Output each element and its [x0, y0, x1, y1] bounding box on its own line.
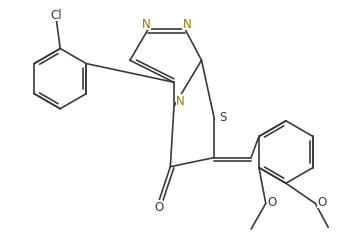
Text: N: N [176, 95, 185, 108]
Text: O: O [317, 195, 327, 208]
Text: N: N [182, 18, 191, 31]
Text: O: O [154, 200, 163, 213]
Text: Cl: Cl [51, 9, 62, 22]
Text: S: S [219, 110, 226, 123]
Text: O: O [268, 195, 277, 208]
Text: N: N [142, 18, 151, 31]
